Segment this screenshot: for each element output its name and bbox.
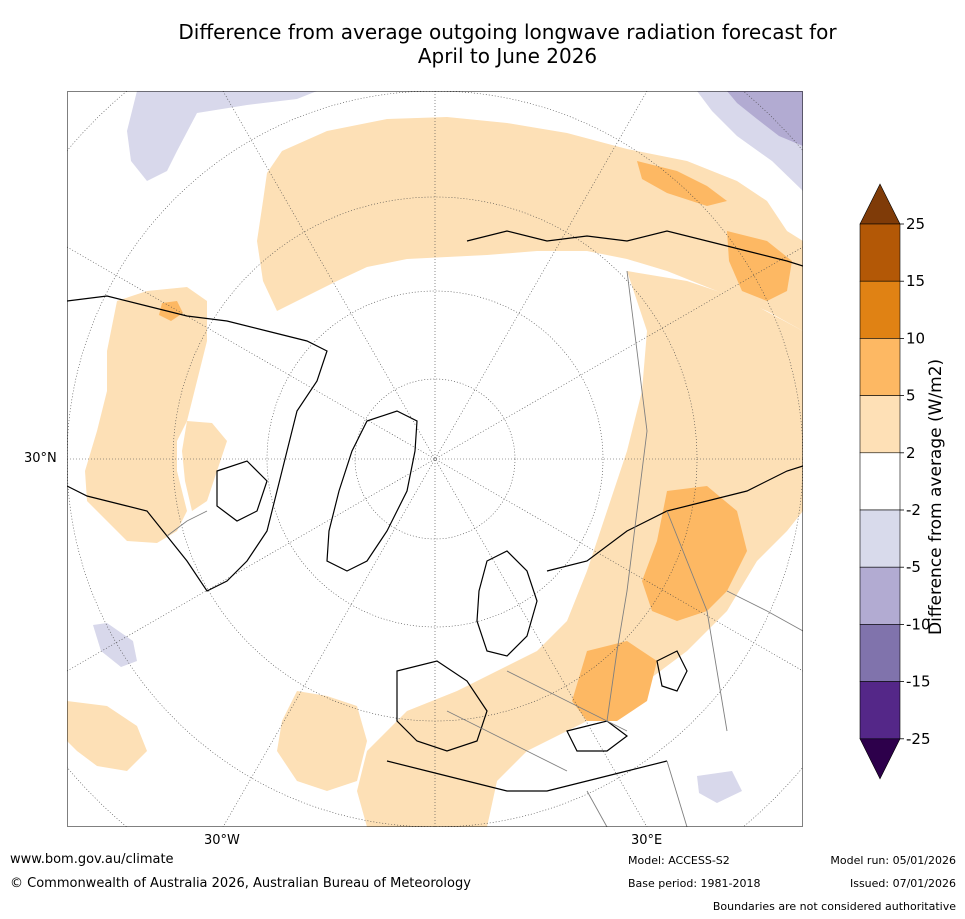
- negative-anomaly-north-pacific: [127, 91, 317, 181]
- moderate-positive-anomaly-east-asia: [727, 231, 792, 301]
- colorbar-tick-label: -10: [906, 615, 931, 633]
- colorbar-segment: [859, 452, 901, 511]
- footer-issued: Issued: 07/01/2026: [849, 877, 956, 890]
- negative-anomaly-arabia: [697, 771, 742, 803]
- colorbar-tick-label: 15: [906, 272, 925, 290]
- footer-base-period: Base period: 1981-2018: [628, 877, 761, 890]
- colorbar-segment: [859, 280, 901, 339]
- coast-hudson-bay: [216, 460, 268, 522]
- colorbar-segment: [859, 395, 901, 454]
- colorbar-segments: [859, 183, 901, 780]
- footer-model-run: Model run: 05/01/2026: [830, 854, 956, 867]
- colorbar-label: Difference from average (W/m2): [926, 358, 946, 635]
- colorbar-tick-labels: 25 15 10 5 2 -2 -5 -10 -15 -25: [900, 215, 931, 748]
- colorbar-tick-label: 10: [906, 329, 925, 347]
- coast-scandinavia: [476, 550, 538, 657]
- moderate-positive-anomaly-north-america: [159, 301, 183, 321]
- coast-greenland: [326, 410, 418, 572]
- colorbar-tick-label: -5: [906, 558, 921, 576]
- title-line-1: Difference from average outgoing longwav…: [178, 20, 837, 44]
- coast-black-sea: [566, 720, 628, 752]
- coast-europe: [396, 660, 488, 752]
- title-line-2: April to June 2026: [417, 44, 598, 68]
- colorbar-tick-label: 25: [906, 215, 925, 233]
- coastlines: [67, 230, 803, 792]
- colorbar-segment: [859, 681, 901, 740]
- chart-title: Difference from average outgoing longwav…: [0, 20, 965, 68]
- positive-anomaly-eurasia: [357, 271, 803, 827]
- longitude-label-30w: 30°W: [204, 833, 240, 848]
- colorbar-extend-top: [859, 183, 901, 225]
- coast-caspian: [656, 650, 688, 692]
- coast-mediterranean: [386, 760, 668, 792]
- colorbar-tick-label: -25: [906, 730, 931, 748]
- colorbar: 25 15 10 5 2 -2 -5 -10 -15 -25: [859, 183, 931, 780]
- positive-anomaly-atlantic-south: [67, 701, 147, 771]
- footer-disclaimer: Boundaries are not considered authoritat…: [712, 900, 956, 913]
- colorbar-tick-label: 5: [906, 387, 916, 405]
- colorbar-tick-label: -15: [906, 673, 931, 691]
- positive-anomaly-north-america: [85, 287, 207, 543]
- longitude-label-30e: 30°E: [631, 833, 663, 848]
- latitude-label-30n: 30°N: [24, 451, 57, 466]
- negative-anomaly-north-atlantic-sw: [93, 623, 137, 667]
- strong-negative-anomaly-top-right: [727, 91, 803, 146]
- coast-north-america: [67, 295, 328, 592]
- moderate-positive-anomaly-siberia: [637, 161, 727, 206]
- national-borders: [166, 270, 803, 827]
- graticule: [67, 91, 803, 827]
- footer-website: www.bom.gov.au/climate: [10, 852, 174, 867]
- colorbar-tick-label: 2: [906, 444, 916, 462]
- footer-copyright: © Commonwealth of Australia 2026, Austra…: [10, 876, 471, 891]
- colorbar-segment: [859, 566, 901, 625]
- positive-anomaly-north-america-east: [182, 421, 227, 511]
- footer-model: Model: ACCESS-S2: [628, 854, 730, 867]
- colorbar-extend-bottom: [859, 738, 901, 780]
- coast-asia-east: [546, 465, 803, 572]
- colorbar-tick-label: -2: [906, 501, 921, 519]
- colorbar-segment: [859, 338, 901, 396]
- coast-eurasia-north: [466, 230, 803, 267]
- positive-anomaly-mediterranean: [277, 691, 367, 791]
- moderate-positive-anomaly-middle-east: [572, 641, 657, 721]
- moderate-positive-anomaly-central-asia: [642, 486, 747, 621]
- colorbar-segment: [859, 509, 901, 568]
- colorbar-segment: [859, 223, 901, 282]
- forecast-map: [67, 91, 803, 827]
- colorbar-segment: [859, 624, 901, 682]
